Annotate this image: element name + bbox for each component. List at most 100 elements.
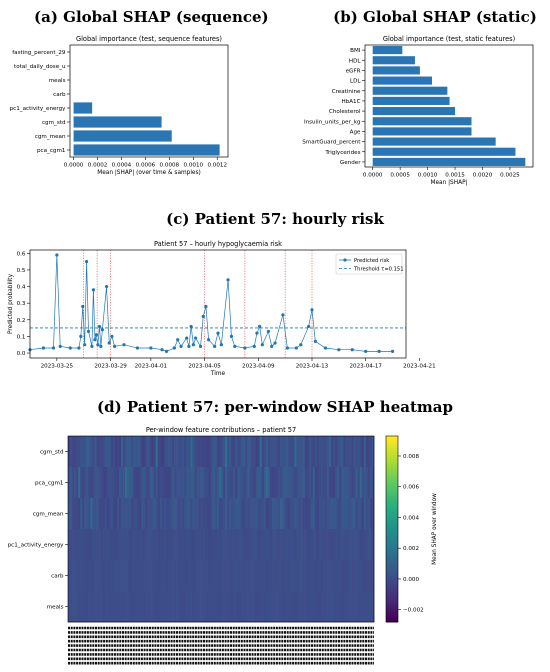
heatmap-cell <box>243 560 246 592</box>
seq-xtick-label: 0.0000 <box>64 163 84 169</box>
heatmap-cell <box>323 591 326 623</box>
risk-point <box>172 346 176 350</box>
heatmap-cell <box>339 529 342 561</box>
heatmap-cell <box>320 529 324 561</box>
heatmap-cell <box>302 560 305 592</box>
heatmap-cell <box>327 436 330 468</box>
heatmap-cell <box>178 498 181 530</box>
heatmap-cell <box>261 498 265 530</box>
heatmap-cell <box>70 591 73 623</box>
heatmap-cell <box>231 436 234 468</box>
heatmap-cell <box>70 467 73 499</box>
heatmap-cell <box>157 436 161 468</box>
colorbar-segment <box>386 468 398 472</box>
colorbar-segment <box>386 510 398 514</box>
heatmap-cell <box>333 498 336 530</box>
risk-line <box>29 254 393 352</box>
colorbar-tick-label: 0.002 <box>403 546 419 552</box>
heatmap-cell <box>108 560 112 592</box>
heatmap-cell <box>255 436 259 468</box>
heatmap-cell <box>325 436 328 468</box>
heatmap-cell <box>149 498 152 530</box>
seq-bar <box>73 116 162 128</box>
heatmap-cell <box>223 560 226 592</box>
heatmap-cell <box>233 467 236 499</box>
heatmap-cell <box>235 560 238 592</box>
heatmap-cell <box>96 560 99 592</box>
heatmap-cell <box>290 591 293 623</box>
heatmap-cell <box>363 498 367 530</box>
heatmap-cell <box>280 560 283 592</box>
heatmap-cell <box>320 467 324 499</box>
heatmap-cell <box>151 529 154 561</box>
heatmap-cell <box>233 498 236 530</box>
heatmap-cell <box>282 467 285 499</box>
heatmap-cell <box>257 436 261 468</box>
colorbar-segment <box>386 552 398 555</box>
heatmap-cell <box>218 498 222 530</box>
heatmap-cell <box>129 560 132 592</box>
risk-point <box>135 346 140 350</box>
heatmap-cell <box>192 498 195 530</box>
colorbar-segment <box>386 454 398 458</box>
heatmap-cell <box>78 498 81 530</box>
heatmap-cell <box>286 591 289 623</box>
heatmap-cell <box>88 591 91 623</box>
heatmap-cell <box>276 560 279 592</box>
heatmap-cell <box>282 498 285 530</box>
heatmap-cell <box>318 498 322 530</box>
heatmap-cell <box>371 560 375 592</box>
seq-xtick-label: 0.0010 <box>183 163 203 169</box>
heatmap-cell <box>106 467 110 499</box>
heatmap-cell <box>190 560 193 592</box>
heatmap-cell <box>198 498 201 530</box>
heatmap-cell <box>300 529 303 561</box>
heatmap-cell <box>112 591 116 623</box>
heatmap-cell <box>255 560 259 592</box>
heatmap-cell <box>141 498 144 530</box>
heatmap-cell <box>318 529 322 561</box>
heatmap-cell <box>74 529 77 561</box>
colorbar-segment <box>386 547 398 551</box>
heatmap-cell <box>155 529 159 561</box>
heatmap-cell <box>312 560 316 592</box>
heatmap-cell <box>318 436 322 468</box>
heatmap-cell <box>371 467 375 499</box>
heatmap-cell <box>261 591 265 623</box>
risk-point <box>216 331 220 335</box>
heatmap-cell <box>76 498 79 530</box>
risk-point <box>233 344 237 348</box>
heatmap-cell <box>119 467 122 499</box>
heatmap-cell <box>274 498 277 530</box>
heatmap-cell <box>125 498 128 530</box>
risk-point <box>258 324 262 329</box>
heatmap-cell <box>233 560 236 592</box>
heatmap-cell <box>284 560 287 592</box>
heatmap-cell <box>74 467 77 499</box>
heatmap-cell <box>143 436 146 468</box>
heatmap-cell <box>241 467 244 499</box>
heatmap-cell <box>72 529 75 561</box>
heatmap-cell <box>274 467 277 499</box>
risk-point <box>390 349 395 353</box>
heatmap-cell <box>282 529 285 561</box>
heatmap-cell <box>245 436 248 468</box>
heatmap-cell <box>351 560 354 592</box>
heatmap-cell <box>331 498 334 530</box>
heatmap-cell <box>333 436 336 468</box>
heatmap-cell <box>251 529 254 561</box>
heatmap-cell <box>314 560 318 592</box>
heatmap-cell <box>341 591 344 623</box>
heatmap-cell <box>70 529 73 561</box>
heatmap-cell <box>202 529 205 561</box>
heatmap-cell <box>163 591 167 623</box>
heatmap-cell <box>90 529 93 561</box>
heatmap-cell <box>131 436 134 468</box>
heatmap-cell <box>249 591 252 623</box>
heatmap-cell <box>308 529 312 561</box>
risk-ylabel: Predicted probability <box>8 273 14 334</box>
seq-category-label: total_daily_dose_u <box>14 64 66 70</box>
heatmap-cell <box>312 436 316 468</box>
heatmap-cell <box>304 498 307 530</box>
heatmap-cell <box>102 436 106 468</box>
